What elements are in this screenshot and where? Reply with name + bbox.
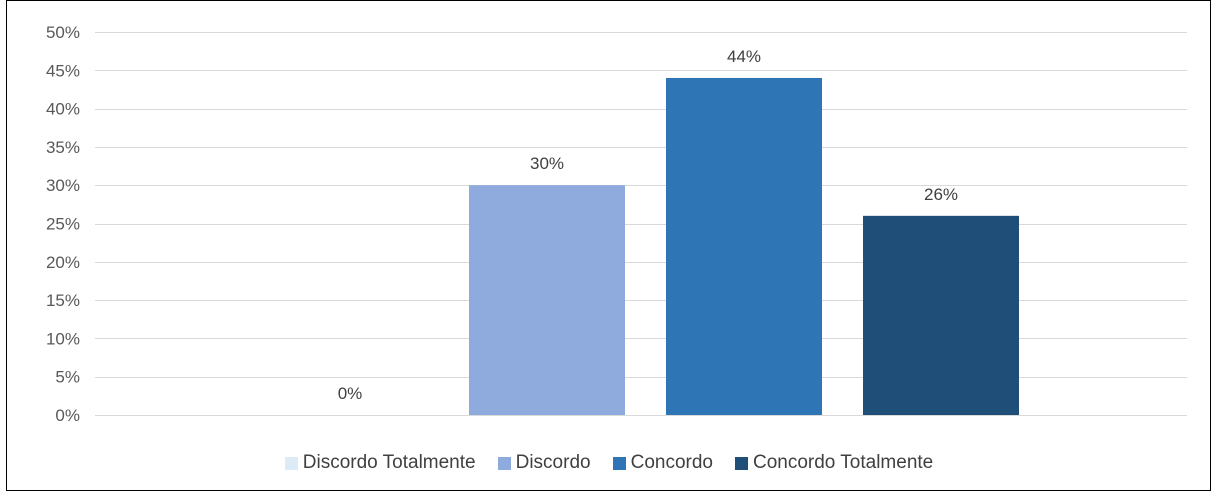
legend-label: Concordo Totalmente bbox=[752, 452, 934, 473]
legend-swatch bbox=[734, 456, 748, 470]
y-tick-label: 25% bbox=[46, 215, 80, 234]
y-tick-label: 0% bbox=[55, 406, 80, 425]
y-tick-label: 40% bbox=[46, 100, 80, 119]
y-tick-label: 5% bbox=[55, 368, 80, 387]
legend-item: Concordo Totalmente bbox=[734, 452, 934, 474]
bar-discordo bbox=[469, 185, 625, 415]
data-label: 44% bbox=[727, 47, 761, 66]
data-labels: 0% 30% 44% 26% bbox=[338, 47, 958, 403]
y-axis-ticks: 0% 5% 10% 15% 20% 25% 30% 35% 40% 45% 50% bbox=[46, 23, 80, 425]
data-label: 0% bbox=[338, 384, 363, 403]
legend-label: Discordo bbox=[515, 452, 591, 473]
bar-concordo-totalmente bbox=[863, 215, 1019, 415]
bars bbox=[469, 77, 1019, 416]
gridlines bbox=[95, 32, 1187, 416]
legend: Discordo Totalmente Discordo Concordo Conco… bbox=[0, 452, 1218, 474]
y-tick-label: 30% bbox=[46, 176, 80, 195]
y-tick-label: 15% bbox=[46, 291, 80, 310]
y-tick-label: 35% bbox=[46, 138, 80, 157]
data-label: 26% bbox=[924, 185, 958, 204]
legend-label: Concordo bbox=[630, 452, 713, 473]
bar-concordo bbox=[666, 77, 822, 416]
legend-swatch bbox=[612, 456, 626, 470]
y-tick-label: 45% bbox=[46, 61, 80, 80]
data-label: 30% bbox=[530, 154, 564, 173]
legend-label: Discordo Totalmente bbox=[302, 452, 476, 473]
y-tick-label: 20% bbox=[46, 253, 80, 272]
legend-item: Discordo bbox=[497, 452, 591, 474]
y-tick-label: 50% bbox=[46, 23, 80, 42]
legend-swatch bbox=[284, 456, 298, 470]
legend-swatch bbox=[497, 456, 511, 470]
legend-item: Concordo bbox=[612, 452, 713, 474]
legend-item: Discordo Totalmente bbox=[284, 452, 476, 474]
y-tick-label: 10% bbox=[46, 329, 80, 348]
